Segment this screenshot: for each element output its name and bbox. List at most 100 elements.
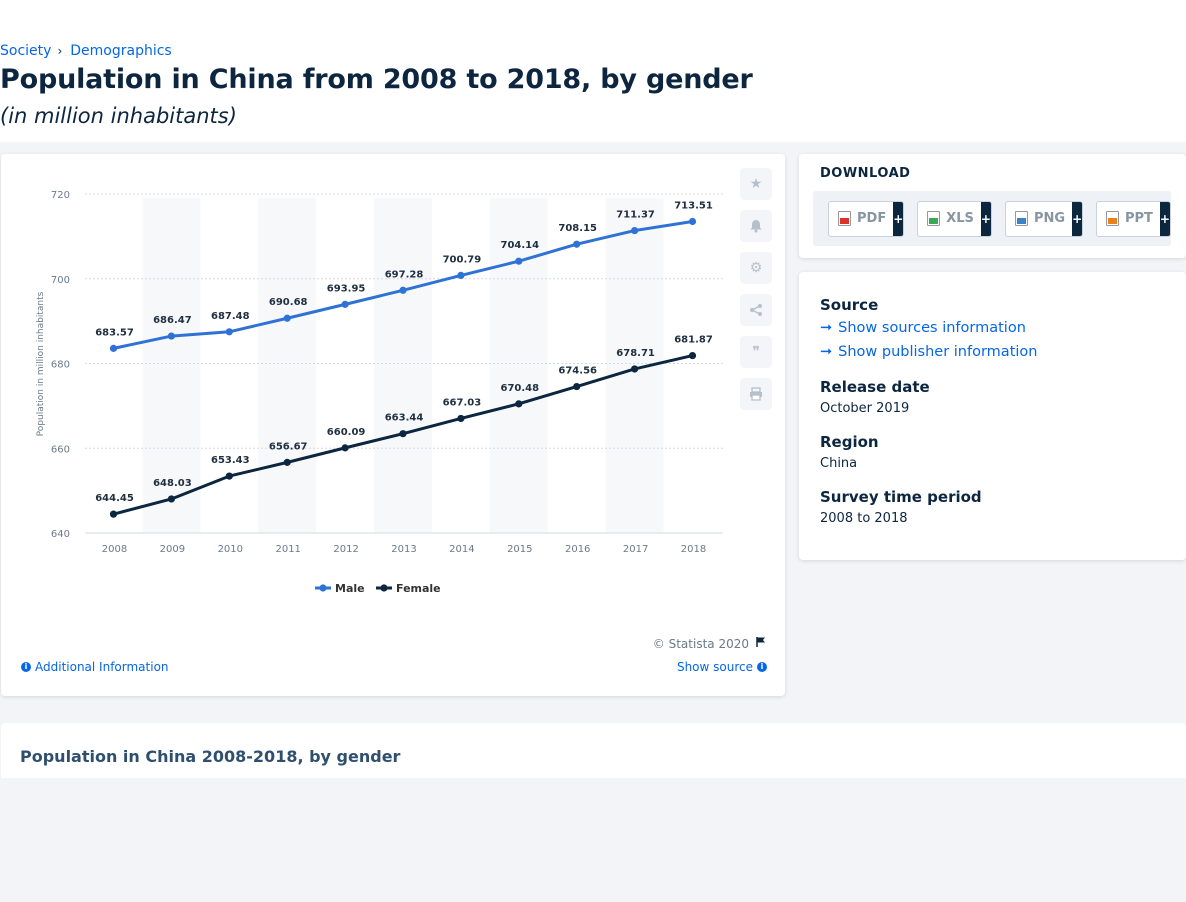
download-card: DOWNLOAD PDF + XLS + PNG + PPT +: [799, 154, 1186, 258]
source-heading: Source: [820, 296, 879, 314]
download-title: DOWNLOAD: [820, 166, 911, 181]
data-point-male: [167, 332, 175, 340]
data-point-male: [631, 226, 639, 235]
page-title: Population in China from 2008 to 2018, b…: [0, 64, 753, 95]
star-icon[interactable]: ★: [740, 168, 772, 200]
line-chart: 640 660 680 700 720 Population in million inh…: [36, 190, 723, 595]
data-point-male: [225, 328, 233, 336]
y-axis-label: Population in million inhabitants: [36, 291, 46, 436]
bell-icon[interactable]: [740, 210, 772, 242]
breadcrumb-separator: ›: [57, 44, 63, 58]
legend-label: Female: [396, 582, 441, 595]
flag-icon[interactable]: [755, 636, 767, 651]
download-xls-button[interactable]: XLS +: [917, 200, 992, 237]
download-ppt-label: PPT: [1124, 211, 1153, 226]
data-point-female: [167, 495, 175, 503]
show-source-label: Show source: [676, 660, 753, 674]
column-band: [489, 198, 548, 533]
show-publisher-label: Show publisher information: [838, 344, 1038, 360]
data-label: 697.28: [385, 269, 424, 280]
data-point-male: [457, 271, 465, 280]
y-tick-label: 720: [51, 190, 70, 201]
data-label: 687.48: [211, 311, 250, 322]
show-sources-link[interactable]: ➞ Show sources information: [820, 320, 1026, 336]
download-buttons: PDF + XLS + PNG + PPT +: [813, 191, 1171, 246]
data-label: 711.37: [616, 210, 655, 221]
additional-information-link[interactable]: i Additional Information: [21, 660, 169, 674]
gear-icon[interactable]: ⚙: [740, 252, 772, 284]
x-tick-label: 2015: [507, 544, 532, 555]
column-band: [142, 198, 201, 533]
data-point-male: [688, 217, 697, 226]
data-label: 674.56: [558, 366, 597, 377]
chart-toolbar: ★ ⚙ ❞: [740, 168, 772, 410]
release-date-value: October 2019: [820, 401, 910, 416]
data-point-male: [109, 344, 118, 352]
survey-period-value: 2008 to 2018: [820, 511, 908, 526]
x-tick-label: 2010: [218, 544, 243, 555]
show-sources-label: Show sources information: [838, 320, 1026, 336]
chart-card: 640 660 680 700 720 Population in million inh…: [1, 154, 785, 696]
x-tick-label: 2017: [623, 544, 648, 555]
data-point-female: [109, 510, 118, 518]
legend-label: Male: [335, 582, 365, 595]
data-point-male: [341, 300, 349, 308]
page-subtitle: (in million inhabitants): [0, 104, 237, 128]
show-source-link[interactable]: Show source i: [677, 660, 767, 674]
arrow-right-icon: ➞: [820, 344, 833, 360]
ppt-file-icon: [1105, 211, 1119, 226]
related-statistic-card: Population in China 2008-2018, by gender: [1, 723, 1186, 778]
plus-icon: +: [1159, 201, 1170, 236]
xls-file-icon: [927, 211, 941, 226]
y-tick-label: 640: [51, 529, 70, 540]
data-label: 683.57: [95, 327, 134, 338]
legend-marker-female: [380, 584, 388, 592]
plus-icon: +: [980, 201, 991, 236]
plus-icon: +: [893, 201, 904, 236]
data-label: 660.09: [327, 427, 366, 438]
show-publisher-link[interactable]: ➞ Show publisher information: [820, 344, 1037, 360]
data-label: 656.67: [269, 441, 308, 452]
share-icon[interactable]: [740, 294, 772, 326]
additional-information-label: Additional Information: [35, 660, 169, 674]
print-icon[interactable]: [740, 378, 772, 410]
column-band: [258, 198, 317, 533]
data-label: 678.71: [616, 348, 655, 359]
x-tick-label: 2016: [565, 544, 590, 555]
data-label: 667.03: [443, 397, 482, 408]
data-point-male: [515, 257, 523, 265]
data-point-female: [341, 444, 349, 452]
data-point-female: [457, 414, 465, 423]
data-label: 690.68: [269, 297, 308, 308]
data-point-female: [631, 365, 639, 373]
copyright-note: © Statista 2020: [653, 636, 767, 651]
breadcrumb: Society › Demographics: [0, 43, 172, 59]
x-tick-label: 2013: [391, 544, 416, 555]
data-point-male: [573, 240, 581, 248]
data-point-female: [688, 351, 697, 360]
x-tick-label: 2008: [102, 544, 127, 555]
breadcrumb-demographics[interactable]: Demographics: [70, 43, 172, 59]
data-label: 693.95: [327, 283, 366, 294]
data-point-female: [399, 430, 407, 438]
info-icon: i: [757, 662, 767, 672]
x-tick-label: 2011: [275, 544, 300, 555]
column-band: [374, 198, 432, 533]
download-pdf-button[interactable]: PDF +: [828, 200, 905, 237]
breadcrumb-society[interactable]: Society: [0, 43, 52, 59]
download-png-label: PNG: [1034, 211, 1066, 226]
download-ppt-button[interactable]: PPT +: [1095, 200, 1171, 237]
header-band: [0, 0, 1186, 142]
pdf-file-icon: [838, 211, 851, 226]
download-xls-label: XLS: [946, 211, 974, 226]
data-point-female: [515, 400, 523, 408]
quote-icon[interactable]: ❞: [740, 336, 772, 368]
data-label: 708.15: [558, 223, 597, 234]
region-heading: Region: [820, 433, 879, 451]
download-png-button[interactable]: PNG +: [1005, 200, 1083, 237]
y-tick-label: 700: [51, 275, 70, 286]
data-label: 704.14: [501, 240, 540, 251]
arrow-right-icon: ➞: [820, 320, 833, 336]
data-label: 713.51: [674, 201, 713, 212]
data-label: 681.87: [674, 335, 713, 346]
